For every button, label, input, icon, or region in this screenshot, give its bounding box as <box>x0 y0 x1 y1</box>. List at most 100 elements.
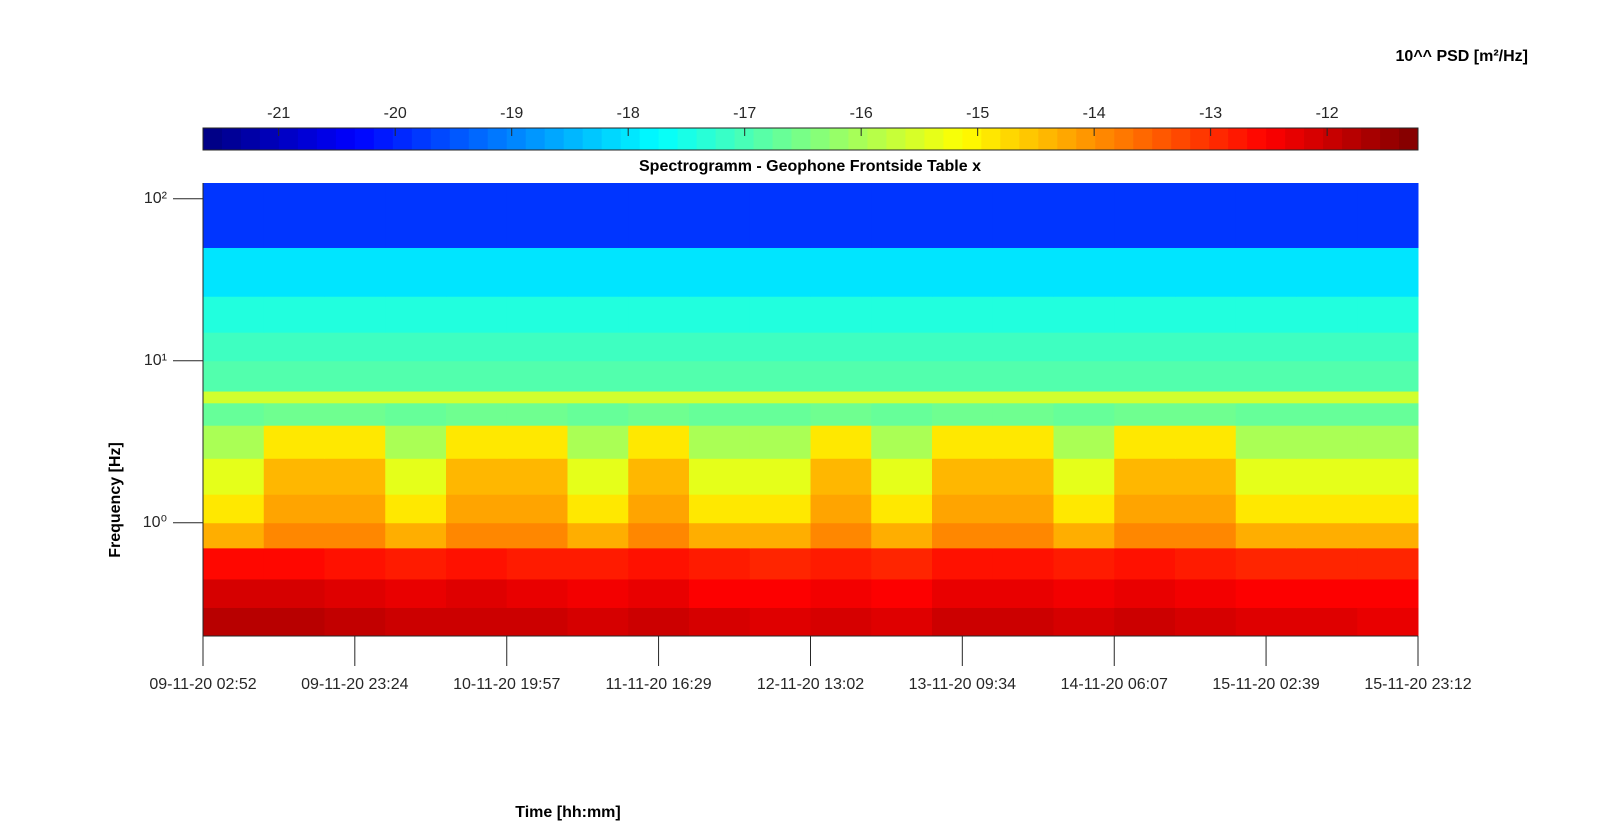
heatmap-cell <box>1053 402 1115 426</box>
colorbar-swatch <box>1152 128 1172 150</box>
heatmap-cell <box>263 183 325 248</box>
heatmap-cell <box>324 402 386 426</box>
heatmap-cell <box>506 183 568 248</box>
heatmap-cell <box>628 183 690 248</box>
x-tick-label: 14-11-20 06:07 <box>1061 676 1168 693</box>
colorbar-swatch <box>1285 128 1305 150</box>
heatmap-cell <box>689 425 751 459</box>
colorbar-swatch <box>544 128 565 150</box>
colorbar-swatch <box>487 128 508 150</box>
heatmap-cell <box>628 578 690 608</box>
heatmap-cell <box>567 607 629 637</box>
heatmap-cell <box>567 578 629 608</box>
heatmap-cell <box>749 391 811 404</box>
colorbar-swatch <box>1190 128 1210 150</box>
colorbar-swatch <box>316 128 337 150</box>
heatmap-cell <box>446 425 508 459</box>
heatmap-cell <box>749 578 811 608</box>
heatmap-cell <box>1296 360 1358 392</box>
colorbar-swatch <box>259 128 280 150</box>
colorbar-swatch <box>1095 128 1115 150</box>
colorbar-swatch <box>430 128 451 150</box>
heatmap-cell <box>689 494 751 524</box>
heatmap-cell <box>203 607 265 637</box>
heatmap-cell <box>1357 458 1419 495</box>
heatmap-cell <box>446 578 508 608</box>
colorbar-tick-label: -16 <box>850 105 873 122</box>
heatmap-cell <box>1235 360 1297 392</box>
heatmap-cell <box>749 360 811 392</box>
heatmap-cell <box>263 332 325 362</box>
heatmap-cell <box>749 522 811 549</box>
heatmap-cell <box>810 332 872 362</box>
heatmap-cell <box>1053 247 1115 297</box>
colorbar-swatch <box>1342 128 1362 150</box>
heatmap-cell <box>749 607 811 637</box>
heatmap-cell <box>324 607 386 637</box>
heatmap-cell <box>992 402 1054 426</box>
heatmap-cell <box>810 402 872 426</box>
heatmap-cell <box>992 360 1054 392</box>
heatmap-cell <box>506 458 568 495</box>
heatmap-cell <box>1114 332 1176 362</box>
heatmap-cell <box>324 391 386 404</box>
colorbar-swatch <box>772 128 793 150</box>
colorbar-swatch <box>240 128 261 150</box>
colorbar-swatch <box>373 128 394 150</box>
heatmap-cell <box>385 332 447 362</box>
heatmap-cell <box>1296 607 1358 637</box>
heatmap-cell <box>385 578 447 608</box>
x-tick-label: 13-11-20 09:34 <box>909 676 1016 693</box>
heatmap-cell <box>749 183 811 248</box>
colorbar-swatch <box>525 128 546 150</box>
heatmap-cell <box>385 296 447 333</box>
heatmap-cell <box>446 360 508 392</box>
colorbar-swatch <box>1361 128 1381 150</box>
heatmap-cell <box>932 391 994 404</box>
heatmap-cell <box>932 578 994 608</box>
heatmap-cell <box>810 360 872 392</box>
colorbar-swatch <box>1171 128 1191 150</box>
heatmap-cell <box>385 607 447 637</box>
heatmap-cell <box>871 183 933 248</box>
colorbar-swatch <box>506 128 527 150</box>
heatmap-cell <box>689 332 751 362</box>
colorbar-swatch <box>924 128 944 150</box>
heatmap-cell <box>1357 578 1419 608</box>
y-tick-label: 10¹ <box>144 352 167 369</box>
heatmap-cell <box>1175 522 1237 549</box>
heatmap-cell <box>810 425 872 459</box>
heatmap-cell <box>203 332 265 362</box>
heatmap-cell <box>992 547 1054 580</box>
heatmap-cell <box>567 296 629 333</box>
colorbar-swatch <box>1399 128 1419 150</box>
colorbar-label: 10^^ PSD [m²/Hz] <box>1396 48 1528 65</box>
heatmap-cell <box>689 522 751 549</box>
heatmap-cell <box>1357 183 1419 248</box>
heatmap-cell <box>1296 332 1358 362</box>
heatmap-cell <box>1053 547 1115 580</box>
heatmap-cell <box>446 522 508 549</box>
colorbar-swatch <box>1247 128 1267 150</box>
colorbar-swatch <box>582 128 603 150</box>
heatmap-cell <box>628 360 690 392</box>
colorbar-tick-label: -18 <box>617 105 640 122</box>
heatmap-cell <box>871 458 933 495</box>
heatmap-cell <box>1114 360 1176 392</box>
heatmap-cell <box>385 458 447 495</box>
colorbar-swatch <box>639 128 660 150</box>
heatmap-cell <box>992 296 1054 333</box>
heatmap-cell <box>385 402 447 426</box>
heatmap-cell <box>810 391 872 404</box>
heatmap-cell <box>932 425 994 459</box>
heatmap-cell <box>810 247 872 297</box>
heatmap-cell <box>689 183 751 248</box>
colorbar-swatch <box>810 128 830 150</box>
colorbar-swatch <box>696 128 717 150</box>
y-axis-label: Frequency [Hz] <box>107 442 124 558</box>
heatmap-cell <box>1235 547 1297 580</box>
heatmap-cell <box>263 494 325 524</box>
heatmap-cell <box>1235 402 1297 426</box>
heatmap-cell <box>1114 522 1176 549</box>
heatmap-cell <box>1053 391 1115 404</box>
